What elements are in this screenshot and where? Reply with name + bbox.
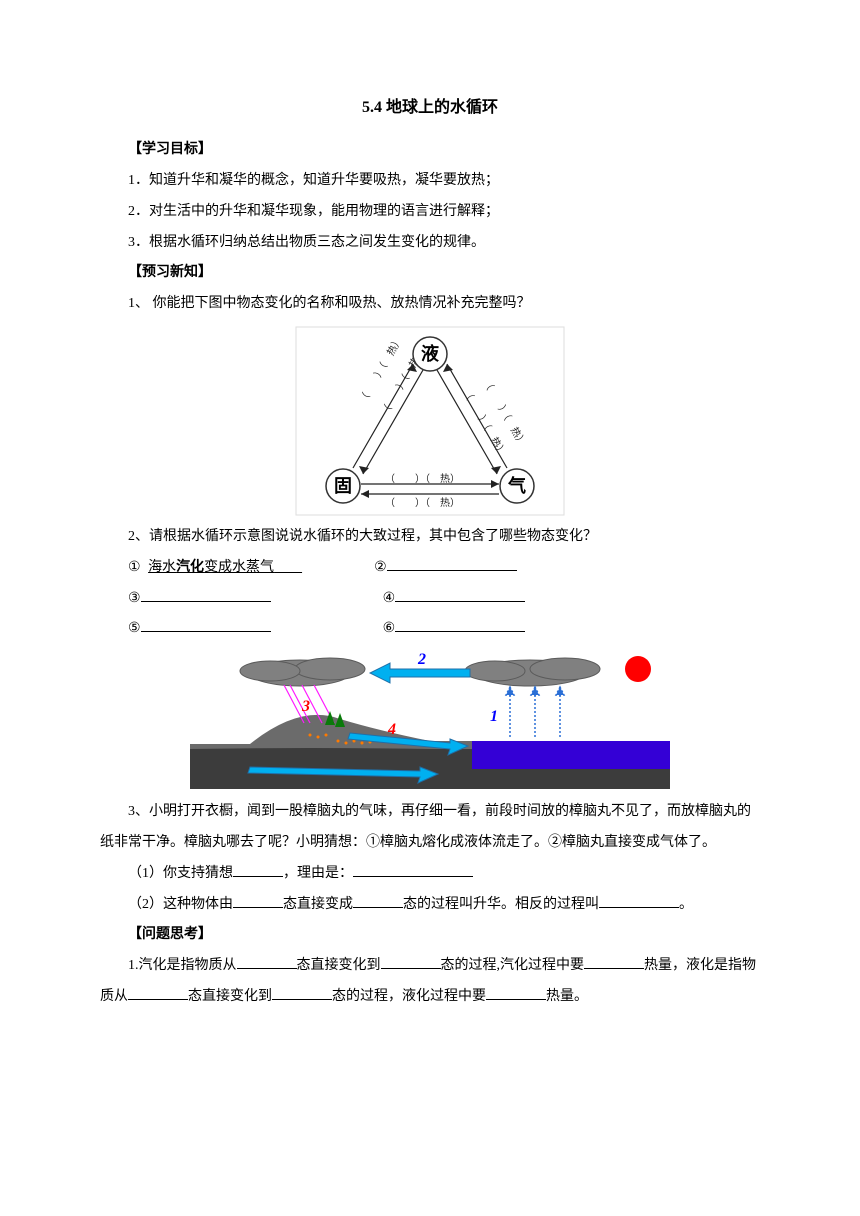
page-title: 5.4 地球上的水循环 <box>100 90 760 125</box>
answer-row-2: ③ ④ <box>100 584 760 615</box>
preview-heading: 【预习新知】 <box>100 258 760 289</box>
thinking-heading: 【问题思考】 <box>100 920 760 951</box>
cycle-label-4: 4 <box>387 721 396 738</box>
preview-q1: 1、 你能把下图中物态变化的名称和吸热、放热情况补充完整吗？ <box>100 289 760 320</box>
preview-q3-sub2: （2）这种物体由态直接变成态的过程叫升华。相反的过程叫。 <box>100 890 760 921</box>
answer-3: ③ <box>100 584 271 615</box>
cycle-label-3: 3 <box>301 698 310 715</box>
triangle-node-right: 气 <box>507 475 526 496</box>
preview-q2-intro: 2、请根据水循环示意图说说水循环的大致过程，其中包含了哪些物态变化？ <box>100 522 760 553</box>
svg-text:（ ）（ 热）: （ ）（ 热） <box>385 472 460 485</box>
learning-objectives-heading: 【学习目标】 <box>100 135 760 166</box>
triangle-node-left: 固 <box>334 476 352 496</box>
preview-q3: 3、小明打开衣橱，闻到一股樟脑丸的气味，再仔细一看，前段时间放的樟脑丸不见了，而… <box>100 797 760 859</box>
triangle-node-top: 液 <box>421 343 440 364</box>
objective-2: 2．对生活中的升华和凝华现象，能用物理的语言进行解释； <box>100 197 760 228</box>
objective-3: 3．根据水循环归纳总结出物质三态之间发生变化的规律。 <box>100 228 760 259</box>
svg-text:（ ）（ 热）: （ ）（ 热） <box>385 496 460 509</box>
answer-6: ⑥ <box>355 614 526 645</box>
water-cycle-diagram: 2 1 3 4 <box>100 649 760 789</box>
answer-4: ④ <box>355 584 526 615</box>
answer-1: ① 海水汽化变成水蒸气 <box>100 553 306 584</box>
objective-1: 1．知道升华和凝华的概念，知道升华要吸热，凝华要放热； <box>100 166 760 197</box>
preview-q3-sub1: （1）你支持猜想，理由是： <box>100 859 760 890</box>
triangle-diagram: （ ）（ 热） （ ）（ 热） （ ）（ 热） （ ）（ 热） （ ）（ 热） … <box>100 326 760 516</box>
cycle-label-1: 1 <box>490 708 498 725</box>
answer-row-3: ⑤ ⑥ <box>100 614 760 645</box>
cycle-label-2: 2 <box>417 651 426 668</box>
answer-5: ⑤ <box>100 614 271 645</box>
answer-2: ② <box>346 553 517 584</box>
answer-row-1: ① 海水汽化变成水蒸气 ② <box>100 553 760 584</box>
thinking-q1: 1.汽化是指物质从态直接变化到态的过程,汽化过程中要热量，液化是指物质从态直接变… <box>100 951 760 1013</box>
